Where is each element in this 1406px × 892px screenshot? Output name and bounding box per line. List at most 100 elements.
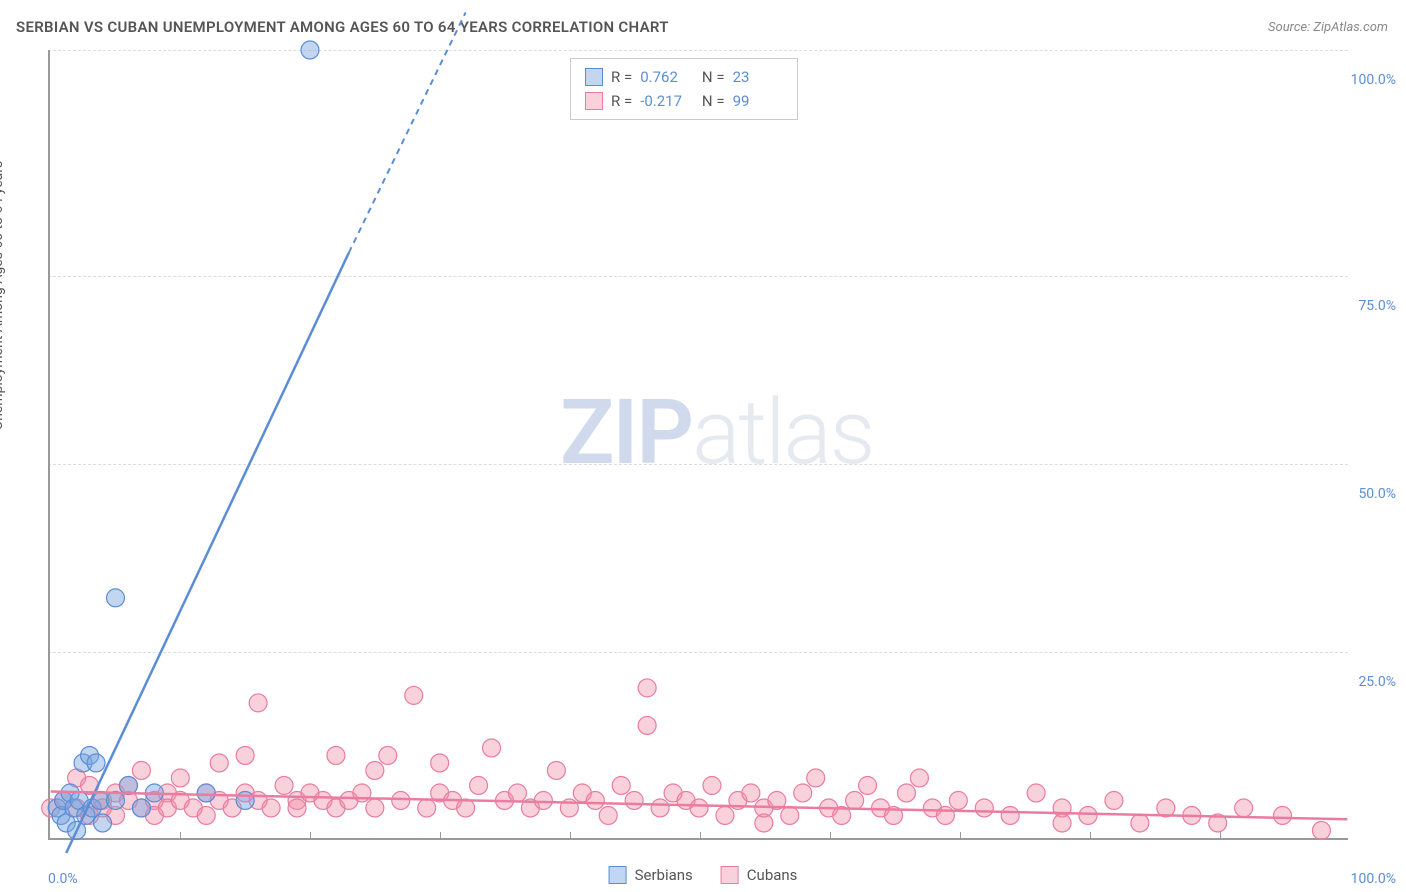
- x-tick-mark: [180, 832, 181, 840]
- legend-label-cubans: Cubans: [747, 866, 798, 884]
- scatter-point: [703, 776, 721, 794]
- stat-n-serbians: 23: [733, 65, 783, 89]
- swatch-serbians: [585, 68, 603, 86]
- x-tick-left: 0.0%: [48, 871, 78, 887]
- scatter-point: [742, 784, 760, 802]
- scatter-point: [625, 791, 643, 809]
- scatter-point: [132, 799, 150, 817]
- scatter-point: [301, 41, 319, 59]
- scatter-point: [107, 589, 125, 607]
- stats-row-cubans: R = -0.217 N = 99: [585, 89, 783, 113]
- scatter-point: [975, 799, 993, 817]
- scatter-point: [638, 716, 656, 734]
- stat-label-n: N =: [698, 89, 724, 113]
- scatter-point: [599, 807, 617, 825]
- x-tick-right: 100.0%: [1351, 871, 1396, 887]
- scatter-point: [612, 776, 630, 794]
- scatter-point: [405, 686, 423, 704]
- scatter-point: [716, 807, 734, 825]
- y-tick-label: 75.0%: [1358, 298, 1396, 314]
- scatter-point: [366, 761, 384, 779]
- scatter-point: [210, 754, 228, 772]
- scatter-point: [418, 799, 436, 817]
- stat-r-serbians: 0.762: [640, 65, 690, 89]
- scatter-point: [379, 746, 397, 764]
- y-tick-label: 25.0%: [1358, 674, 1396, 690]
- scatter-point: [327, 746, 345, 764]
- scatter-point: [171, 769, 189, 787]
- stat-label-r: R =: [611, 65, 632, 89]
- trendline-serbians-dash: [349, 12, 466, 252]
- swatch-cubans: [721, 866, 739, 884]
- scatter-point: [936, 807, 954, 825]
- scatter-point: [87, 754, 105, 772]
- scatter-point: [1053, 814, 1071, 832]
- chart-title: SERBIAN VS CUBAN UNEMPLOYMENT AMONG AGES…: [16, 18, 669, 36]
- scatter-point: [431, 754, 449, 772]
- stats-row-serbians: R = 0.762 N = 23: [585, 65, 783, 89]
- scatter-point: [846, 791, 864, 809]
- scatter-point: [910, 769, 928, 787]
- scatter-point: [859, 776, 877, 794]
- y-tick-label: 50.0%: [1358, 486, 1396, 502]
- scatter-point: [1131, 814, 1149, 832]
- scatter-point: [288, 799, 306, 817]
- scatter-point: [1274, 807, 1292, 825]
- stat-label-r: R =: [611, 89, 632, 113]
- trendline-serbians: [66, 253, 349, 853]
- legend-item-cubans: Cubans: [721, 866, 798, 884]
- scatter-point: [483, 739, 501, 757]
- scatter-point: [249, 694, 267, 712]
- x-tick-mark: [830, 832, 831, 840]
- plot-area: R = 0.762 N = 23 R = -0.217 N = 99: [48, 50, 1348, 840]
- stat-label-n: N =: [698, 65, 724, 89]
- scatter-point: [236, 746, 254, 764]
- x-tick-mark: [440, 832, 441, 840]
- legend-item-serbians: Serbians: [609, 866, 693, 884]
- scatter-point: [807, 769, 825, 787]
- y-axis-label: Unemployment Among Ages 60 to 64 years: [0, 161, 6, 430]
- scatter-point: [132, 761, 150, 779]
- scatter-point: [262, 799, 280, 817]
- x-tick-mark: [1220, 832, 1221, 840]
- bottom-legend: Serbians Cubans: [609, 866, 798, 884]
- x-tick-mark: [1090, 832, 1091, 840]
- source-attribution: Source: ZipAtlas.com: [1268, 20, 1388, 35]
- scatter-point: [794, 784, 812, 802]
- x-tick-mark: [960, 832, 961, 840]
- scatter-point: [392, 791, 410, 809]
- scatter-point: [470, 776, 488, 794]
- scatter-point: [236, 791, 254, 809]
- stat-n-cubans: 99: [733, 89, 783, 113]
- x-tick-mark: [700, 832, 701, 840]
- scatter-point: [897, 784, 915, 802]
- scatter-point: [1027, 784, 1045, 802]
- scatter-point: [690, 799, 708, 817]
- scatter-point: [781, 807, 799, 825]
- scatter-point: [1001, 807, 1019, 825]
- scatter-point: [94, 814, 112, 832]
- scatter-point: [1079, 807, 1097, 825]
- x-tick-mark: [570, 832, 571, 840]
- x-tick-mark: [310, 832, 311, 840]
- scatter-point: [638, 679, 656, 697]
- y-tick-label: 100.0%: [1351, 72, 1396, 88]
- scatter-point: [197, 807, 215, 825]
- scatter-point: [586, 791, 604, 809]
- scatter-point: [119, 776, 137, 794]
- stat-r-cubans: -0.217: [640, 89, 690, 113]
- scatter-point: [1312, 822, 1330, 840]
- swatch-serbians: [609, 866, 627, 884]
- scatter-point: [949, 791, 967, 809]
- scatter-point: [651, 799, 669, 817]
- scatter-point: [547, 761, 565, 779]
- scatter-point: [1235, 799, 1253, 817]
- scatter-svg: [50, 50, 1348, 838]
- scatter-point: [366, 799, 384, 817]
- scatter-point: [534, 791, 552, 809]
- scatter-point: [197, 784, 215, 802]
- legend-label-serbians: Serbians: [635, 866, 693, 884]
- swatch-cubans: [585, 92, 603, 110]
- scatter-point: [508, 784, 526, 802]
- stats-legend: R = 0.762 N = 23 R = -0.217 N = 99: [570, 58, 798, 120]
